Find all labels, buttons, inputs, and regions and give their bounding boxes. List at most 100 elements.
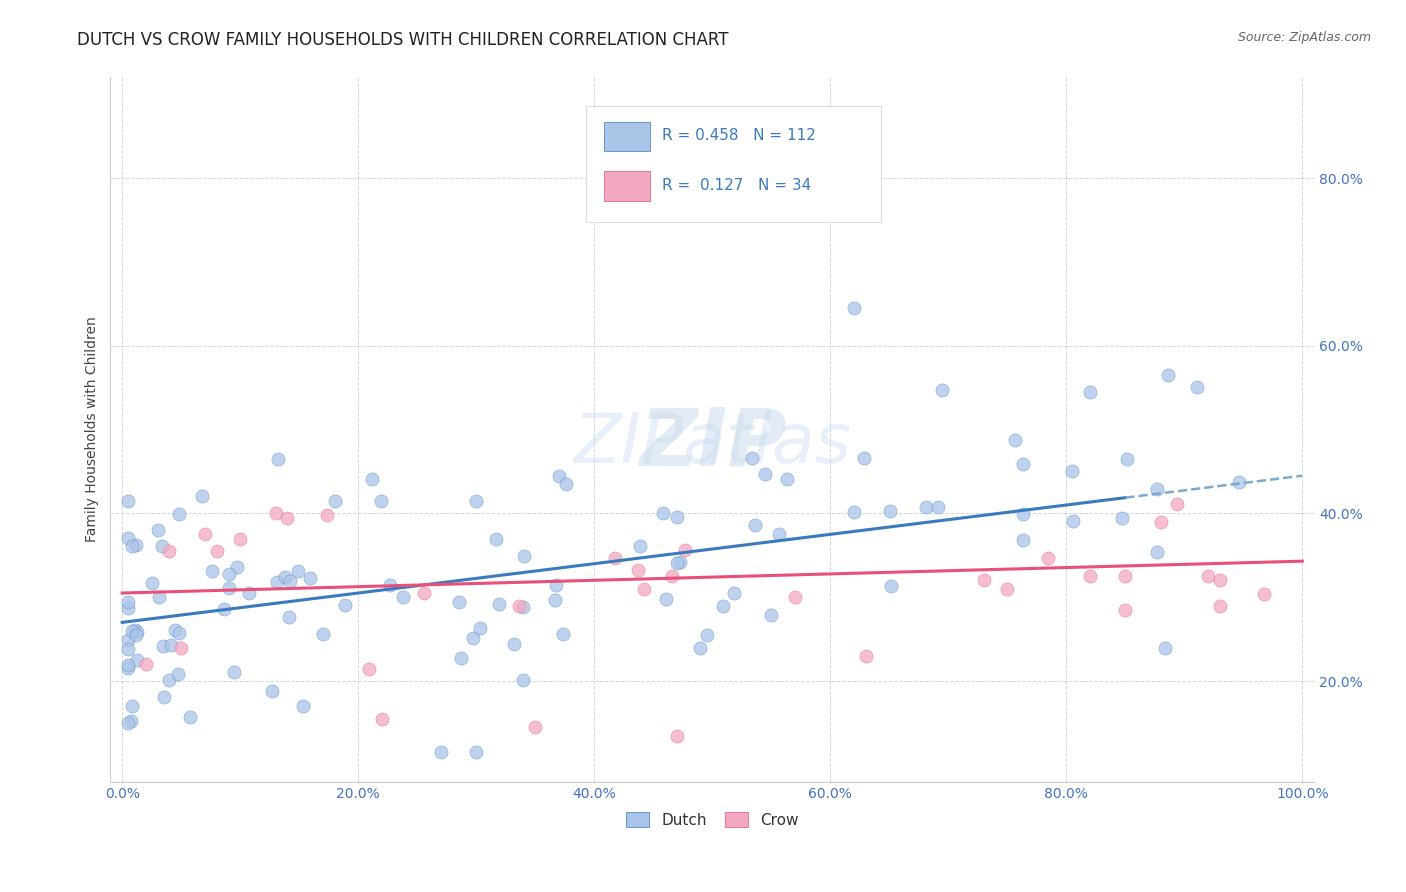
Point bbox=[160, 638, 183, 652]
Point bbox=[463, 632, 485, 646]
Point bbox=[167, 626, 190, 640]
Point bbox=[117, 600, 139, 615]
Point bbox=[190, 489, 212, 503]
Point bbox=[267, 452, 290, 467]
Point bbox=[665, 729, 688, 743]
Point bbox=[274, 570, 297, 584]
Point bbox=[152, 639, 174, 653]
Point bbox=[121, 624, 143, 638]
Point bbox=[449, 595, 471, 609]
Point bbox=[153, 690, 176, 705]
Point bbox=[508, 599, 530, 613]
Point bbox=[157, 673, 180, 688]
Point bbox=[292, 698, 315, 713]
Point bbox=[117, 657, 139, 672]
Point bbox=[146, 523, 169, 537]
Point bbox=[776, 472, 799, 486]
Point bbox=[117, 532, 139, 546]
Point bbox=[117, 632, 139, 647]
Point bbox=[879, 504, 901, 518]
Point bbox=[723, 585, 745, 599]
Point bbox=[512, 600, 534, 615]
Point bbox=[554, 477, 576, 491]
Point bbox=[628, 539, 651, 553]
Point bbox=[229, 532, 252, 546]
Point bbox=[1114, 603, 1136, 617]
Point bbox=[513, 549, 536, 564]
Point bbox=[927, 500, 949, 514]
Point bbox=[312, 626, 335, 640]
Point bbox=[995, 582, 1018, 596]
Point bbox=[689, 641, 711, 656]
Point bbox=[1150, 515, 1173, 529]
Point bbox=[1157, 368, 1180, 383]
Point bbox=[278, 610, 301, 624]
Point bbox=[218, 566, 240, 581]
Point bbox=[544, 578, 567, 592]
Text: DUTCH VS CROW FAMILY HOUSEHOLDS WITH CHILDREN CORRELATION CHART: DUTCH VS CROW FAMILY HOUSEHOLDS WITH CHI… bbox=[77, 31, 728, 49]
Point bbox=[413, 586, 436, 600]
Point bbox=[844, 505, 866, 519]
Point bbox=[157, 544, 180, 558]
Point bbox=[842, 301, 865, 315]
Point bbox=[553, 627, 575, 641]
Point bbox=[278, 574, 301, 588]
Point bbox=[880, 578, 903, 592]
Point bbox=[117, 594, 139, 608]
Point bbox=[1062, 515, 1084, 529]
Point bbox=[1036, 550, 1059, 565]
Point bbox=[141, 576, 163, 591]
Point bbox=[170, 640, 193, 655]
Point bbox=[1187, 380, 1209, 394]
Point bbox=[124, 538, 146, 552]
Point bbox=[1012, 533, 1035, 548]
Text: R = 0.458   N = 112: R = 0.458 N = 112 bbox=[662, 128, 815, 144]
Point bbox=[1078, 384, 1101, 399]
Point bbox=[1111, 511, 1133, 525]
Point bbox=[1114, 569, 1136, 583]
Point bbox=[668, 555, 690, 569]
Point bbox=[214, 602, 236, 616]
Point bbox=[488, 597, 510, 611]
Point bbox=[316, 508, 339, 522]
Point bbox=[603, 550, 626, 565]
Point bbox=[120, 714, 142, 728]
Point bbox=[287, 564, 309, 578]
Point bbox=[1062, 464, 1084, 478]
Point bbox=[512, 673, 534, 688]
Point bbox=[1011, 457, 1033, 471]
Point bbox=[1209, 599, 1232, 613]
Point bbox=[464, 494, 486, 508]
Point bbox=[1166, 497, 1188, 511]
Point bbox=[673, 543, 696, 558]
Point bbox=[654, 591, 676, 606]
Point bbox=[450, 650, 472, 665]
Point bbox=[135, 657, 157, 672]
Point bbox=[335, 598, 357, 612]
Point bbox=[1146, 482, 1168, 496]
Point bbox=[768, 526, 790, 541]
Point bbox=[430, 745, 453, 759]
Point bbox=[167, 507, 190, 521]
Legend: Dutch, Crow: Dutch, Crow bbox=[620, 806, 804, 834]
Point bbox=[222, 665, 245, 680]
Y-axis label: Family Households with Children: Family Households with Children bbox=[86, 317, 100, 542]
Point bbox=[1253, 587, 1275, 601]
Point bbox=[117, 494, 139, 508]
Text: Source: ZipAtlas.com: Source: ZipAtlas.com bbox=[1237, 31, 1371, 45]
Point bbox=[124, 623, 146, 637]
Point bbox=[360, 472, 382, 486]
Point bbox=[468, 621, 491, 635]
Point bbox=[1209, 574, 1232, 588]
Point bbox=[626, 563, 648, 577]
Point bbox=[1011, 507, 1033, 521]
Point bbox=[200, 564, 222, 578]
Point bbox=[121, 539, 143, 553]
Point bbox=[323, 494, 346, 508]
Point bbox=[1116, 451, 1139, 466]
Point bbox=[1154, 641, 1177, 656]
Point bbox=[1197, 569, 1219, 583]
Point bbox=[370, 493, 392, 508]
Point bbox=[262, 684, 284, 698]
Point bbox=[194, 527, 217, 541]
